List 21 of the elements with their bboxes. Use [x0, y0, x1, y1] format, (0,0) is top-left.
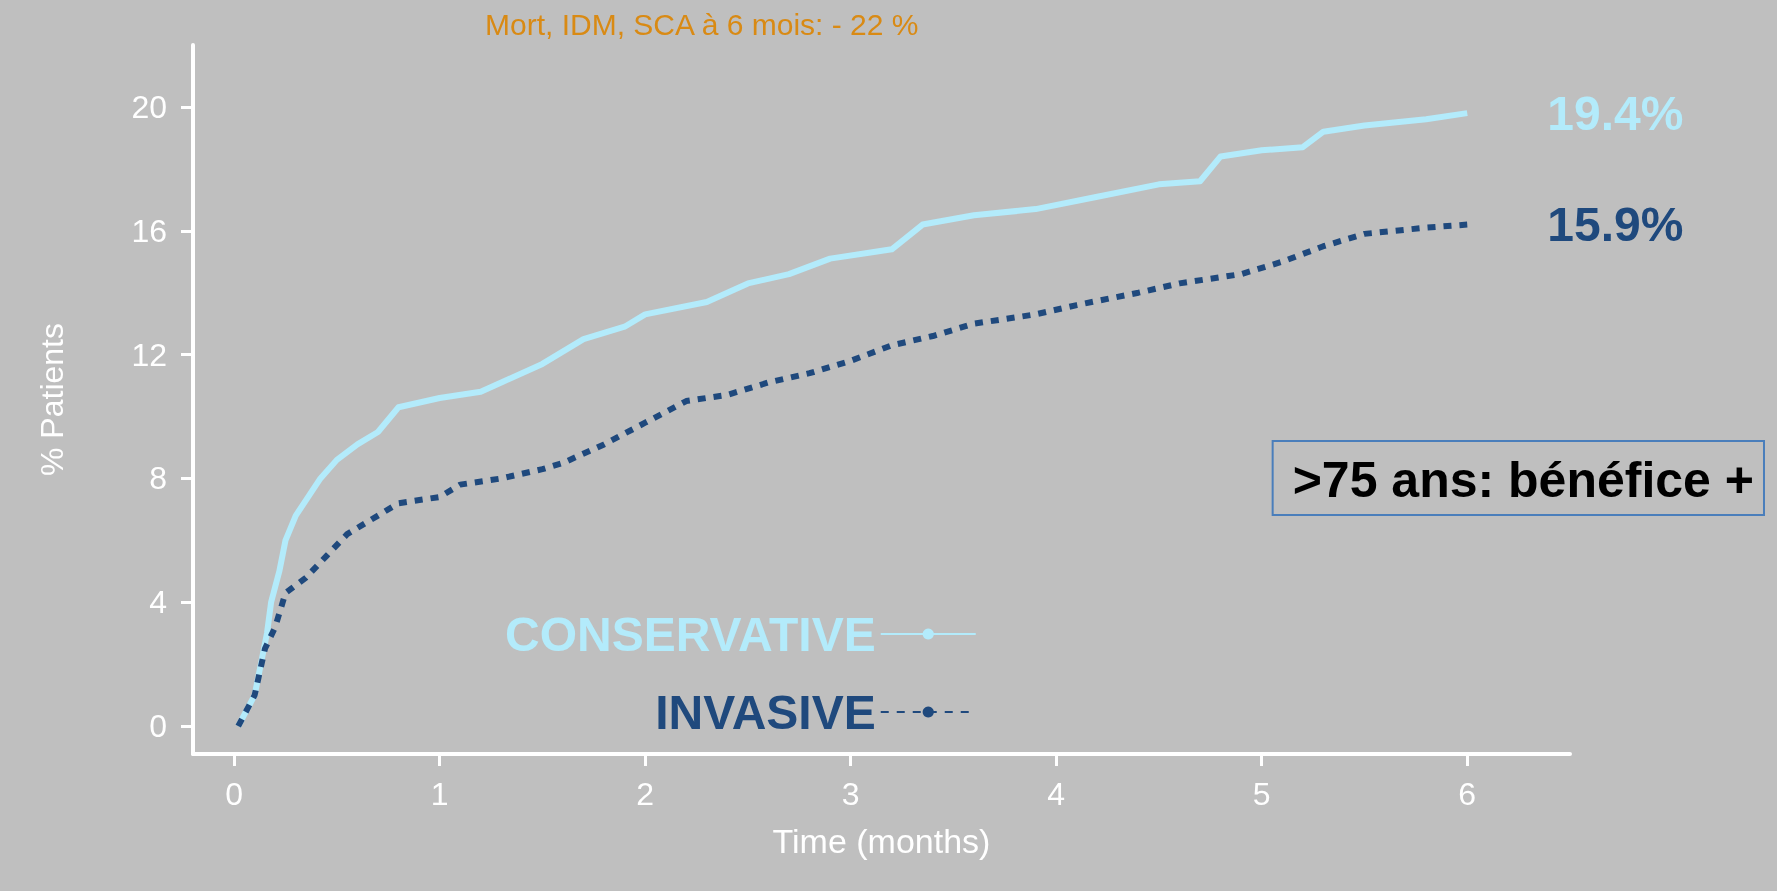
y-axis-title: % Patients [34, 323, 70, 476]
x-tick-label: 1 [430, 776, 449, 812]
chart-title: Mort, IDM, SCA à 6 mois: - 22 % [485, 7, 919, 41]
x-tick-label: 2 [636, 776, 655, 812]
y-tick-label: 16 [131, 212, 167, 249]
y-tick-label: 20 [131, 88, 167, 125]
annotation: >75 ans: bénéfice + [1292, 452, 1755, 508]
y-tick-label: 8 [149, 460, 167, 497]
x-tick-label: 6 [1458, 776, 1477, 812]
y-tick-label: 4 [149, 584, 167, 621]
annotation: 19.4% [1547, 86, 1684, 140]
y-tick-label: 12 [131, 336, 167, 373]
annotation: 15.9% [1547, 198, 1684, 252]
y-tick-label: 0 [149, 708, 167, 745]
x-tick-label: 5 [1252, 776, 1271, 812]
x-tick-label: 3 [841, 776, 860, 812]
legend-label: CONSERVATIVE [505, 607, 876, 661]
x-axis-title: Time (months) [772, 822, 991, 860]
x-tick-label: 4 [1047, 776, 1066, 812]
legend-label: INVASIVE [655, 685, 876, 739]
x-tick-label: 0 [225, 776, 243, 812]
